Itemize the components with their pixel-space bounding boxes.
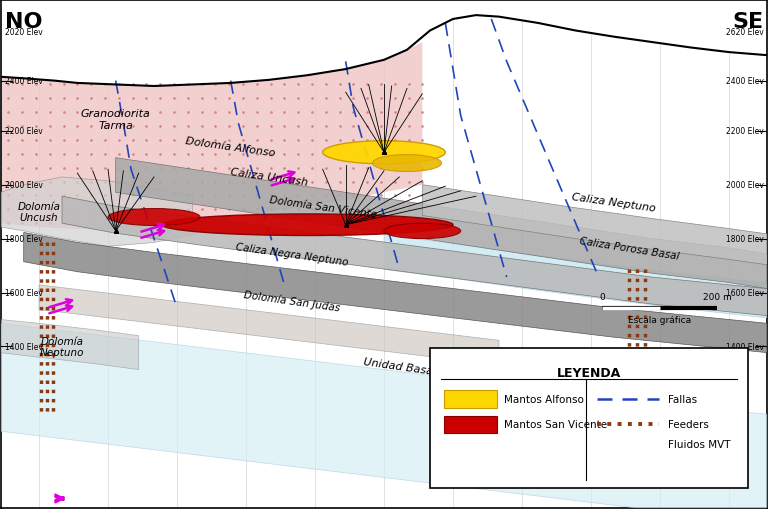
Text: 2620 Elev: 2620 Elev [726, 27, 763, 37]
Text: Dolomía
Uncush: Dolomía Uncush [18, 202, 61, 223]
Text: Fallas: Fallas [668, 394, 697, 404]
Text: Caliza Uncush: Caliza Uncush [230, 167, 309, 188]
Text: 2020 Elev: 2020 Elev [5, 27, 42, 37]
Ellipse shape [372, 155, 442, 172]
FancyBboxPatch shape [444, 416, 497, 433]
Text: Unidad Basal: Unidad Basal [362, 356, 436, 376]
FancyBboxPatch shape [444, 390, 497, 408]
Text: Dolomía Alfonso: Dolomía Alfonso [185, 135, 276, 158]
Text: 2000 Elev: 2000 Elev [726, 181, 763, 190]
Ellipse shape [384, 224, 461, 239]
Polygon shape [1, 178, 192, 247]
Text: 1400 Elev: 1400 Elev [726, 342, 763, 351]
Polygon shape [62, 197, 767, 316]
Text: NO: NO [5, 12, 42, 32]
Ellipse shape [323, 142, 445, 164]
Polygon shape [422, 185, 767, 265]
Text: 2200 Elev: 2200 Elev [5, 127, 42, 136]
Text: 2200 Elev: 2200 Elev [726, 127, 763, 136]
Text: 1600 Elev: 1600 Elev [726, 289, 763, 297]
Polygon shape [1, 43, 422, 232]
Text: SE: SE [733, 12, 763, 32]
Polygon shape [39, 285, 499, 365]
Text: Caliza Neptuno: Caliza Neptuno [571, 191, 657, 213]
Polygon shape [1, 324, 767, 509]
Text: 2400 Elev: 2400 Elev [726, 77, 763, 86]
Text: 1800 Elev: 1800 Elev [5, 235, 42, 244]
Text: Escala gráfica: Escala gráfica [628, 315, 691, 324]
Text: 1600 Elev: 1600 Elev [5, 289, 42, 297]
Text: Dolomía San Judas: Dolomía San Judas [243, 289, 341, 313]
Ellipse shape [108, 209, 200, 226]
Polygon shape [24, 233, 767, 353]
Text: Mantos San Vicente: Mantos San Vicente [505, 419, 607, 430]
Text: Dolomía
Neptuno: Dolomía Neptuno [40, 336, 84, 357]
Ellipse shape [162, 214, 453, 236]
Polygon shape [1, 320, 139, 370]
FancyBboxPatch shape [430, 348, 748, 488]
Text: 1400 Elev: 1400 Elev [5, 342, 42, 351]
Text: Feeders: Feeders [668, 419, 709, 430]
Text: 2000 Elev: 2000 Elev [5, 181, 42, 190]
Text: Caliza Negra Neptuno: Caliza Negra Neptuno [235, 242, 349, 267]
Text: 0: 0 [600, 292, 605, 301]
Text: Mantos Alfonso: Mantos Alfonso [505, 394, 584, 404]
Text: LEYENDA: LEYENDA [557, 366, 621, 379]
Polygon shape [116, 158, 767, 289]
Text: Dolomía San Vicente: Dolomía San Vicente [268, 194, 377, 219]
Text: 200 m: 200 m [703, 292, 732, 301]
Text: Caliza Porosa Basal: Caliza Porosa Basal [579, 236, 680, 261]
Text: 2400 Elev: 2400 Elev [5, 77, 42, 86]
Text: Granodiorita
Tarma: Granodiorita Tarma [81, 109, 151, 131]
Text: Fluidos MVT: Fluidos MVT [668, 439, 730, 449]
Text: 1800 Elev: 1800 Elev [726, 235, 763, 244]
Polygon shape [384, 235, 767, 318]
